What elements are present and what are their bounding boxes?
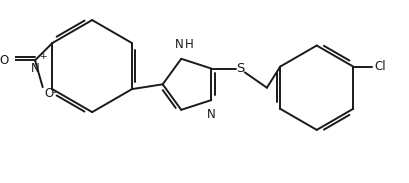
Text: N: N — [175, 38, 184, 51]
Text: +: + — [39, 52, 47, 61]
Text: O: O — [45, 87, 54, 100]
Text: Cl: Cl — [374, 60, 386, 73]
Text: N: N — [31, 62, 39, 75]
Text: H: H — [184, 38, 193, 51]
Text: O: O — [0, 54, 8, 67]
Text: N: N — [207, 108, 216, 121]
Text: S: S — [236, 62, 244, 75]
Text: -: - — [53, 88, 56, 97]
